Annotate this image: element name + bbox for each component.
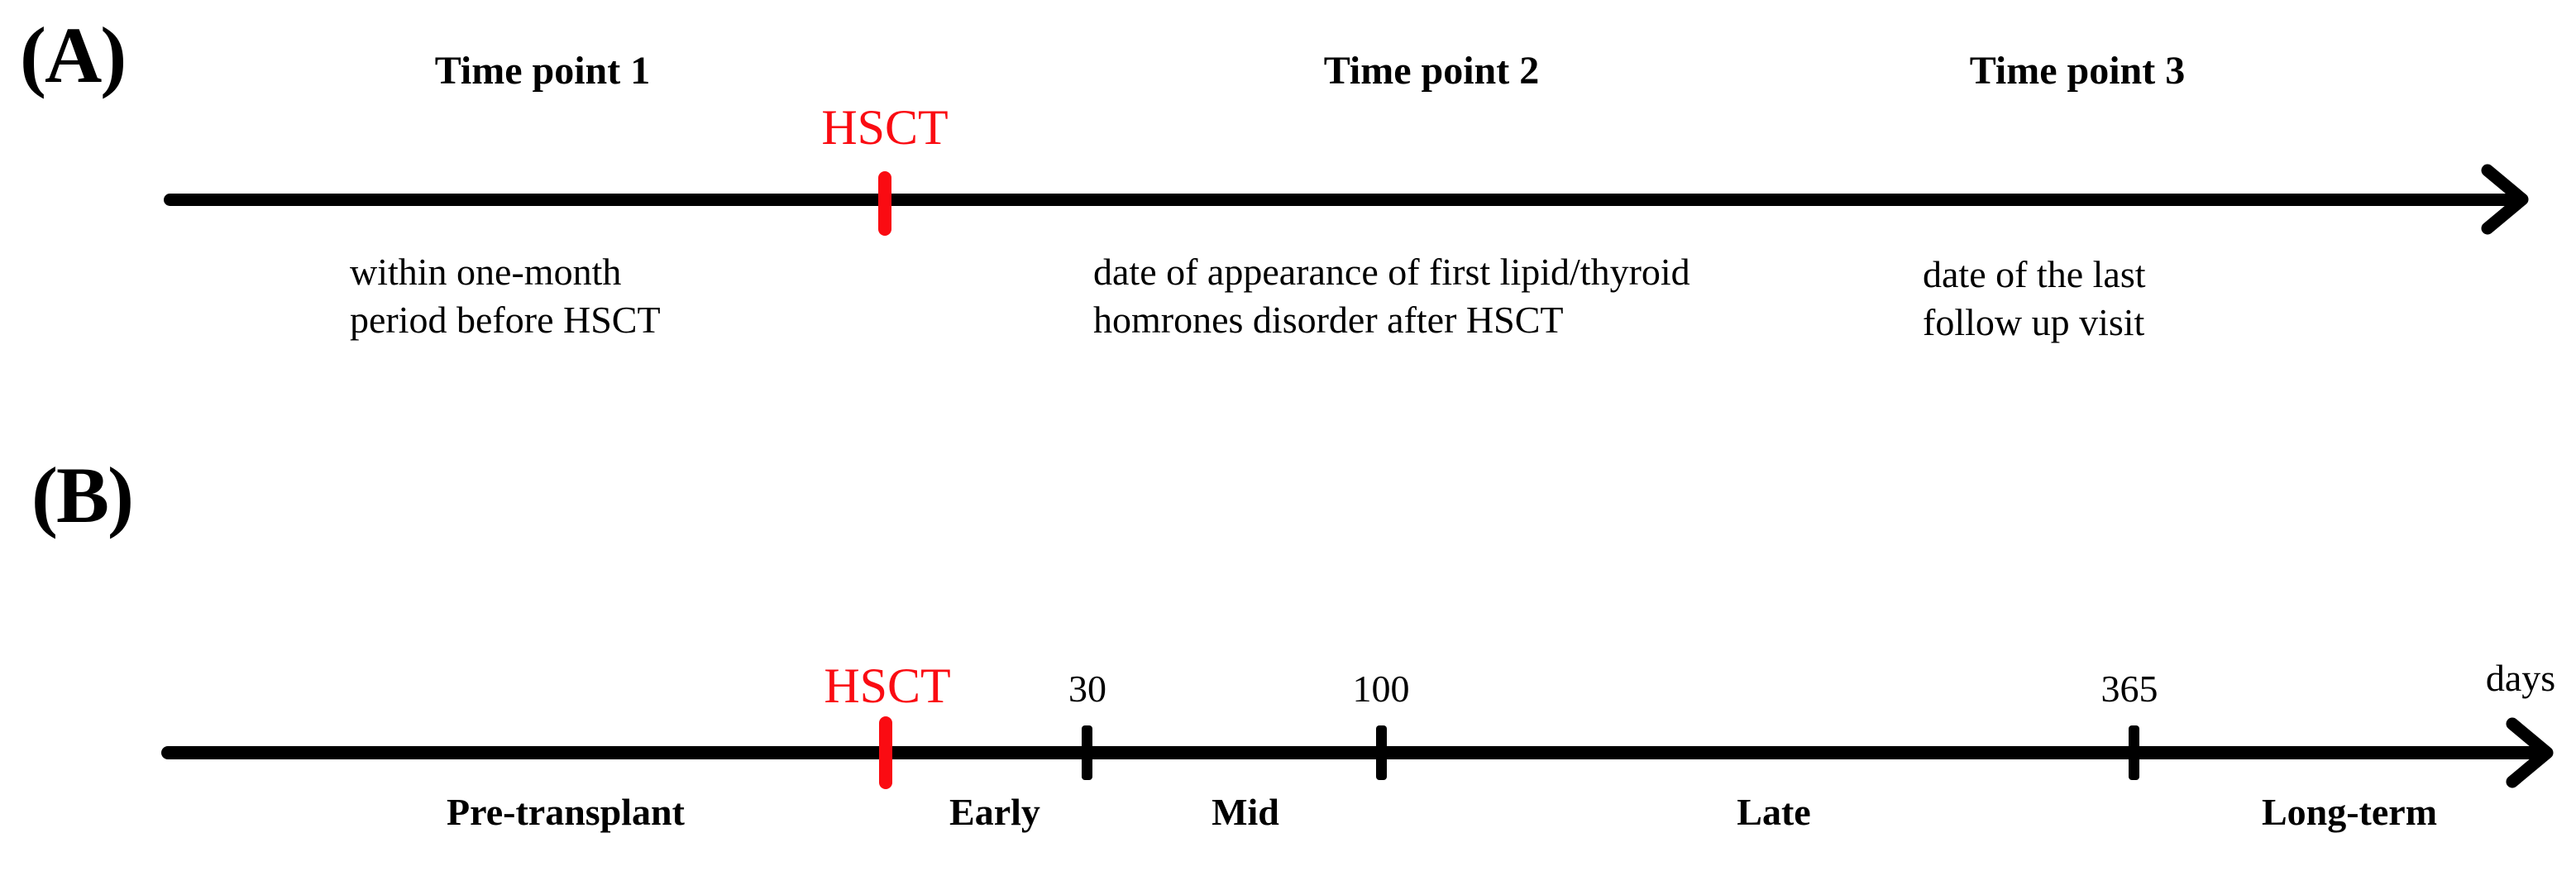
- timeline-b-axis: [161, 746, 2539, 759]
- hsct-tick-a: [878, 171, 891, 236]
- phase-long-term-label: Long-term: [2261, 791, 2438, 833]
- hsct-tick-b: [879, 716, 892, 789]
- phase-early-label: Early: [949, 791, 1040, 833]
- axis-unit-label: days: [2485, 657, 2556, 699]
- phase-mid-label: Mid: [1212, 791, 1279, 833]
- timeline-a-axis: [164, 194, 2516, 206]
- time-point-2-description: date of appearance of first lipid/thyroi…: [1093, 251, 1690, 341]
- panel-b-label: (B): [31, 451, 134, 539]
- hsct-label-a: HSCT: [821, 100, 949, 155]
- timeline-a-arrowhead-icon: [2479, 162, 2531, 237]
- day-tick-365-label: 365: [2100, 668, 2158, 710]
- timeline-b-arrowhead-icon: [2504, 716, 2555, 790]
- day-tick-30-label: 30: [1068, 668, 1106, 710]
- day-tick-100-label: 100: [1352, 668, 1410, 710]
- day-tick-365: [2129, 725, 2139, 780]
- phase-late-label: Late: [1737, 791, 1811, 833]
- time-point-1-description: within one-month period before HSCT: [350, 251, 661, 341]
- hsct-label-b: HSCT: [824, 658, 951, 713]
- time-point-1-title: Time point 1: [434, 49, 651, 93]
- time-point-3-title: Time point 3: [1969, 49, 2186, 93]
- time-point-2-title: Time point 2: [1323, 49, 1540, 93]
- time-point-3-description: date of the last follow up visit: [1923, 253, 2146, 343]
- day-tick-100: [1376, 725, 1387, 780]
- panel-a-label: (A): [20, 11, 127, 99]
- day-tick-30: [1082, 725, 1092, 780]
- phase-pre-transplant-label: Pre-transplant: [447, 791, 685, 833]
